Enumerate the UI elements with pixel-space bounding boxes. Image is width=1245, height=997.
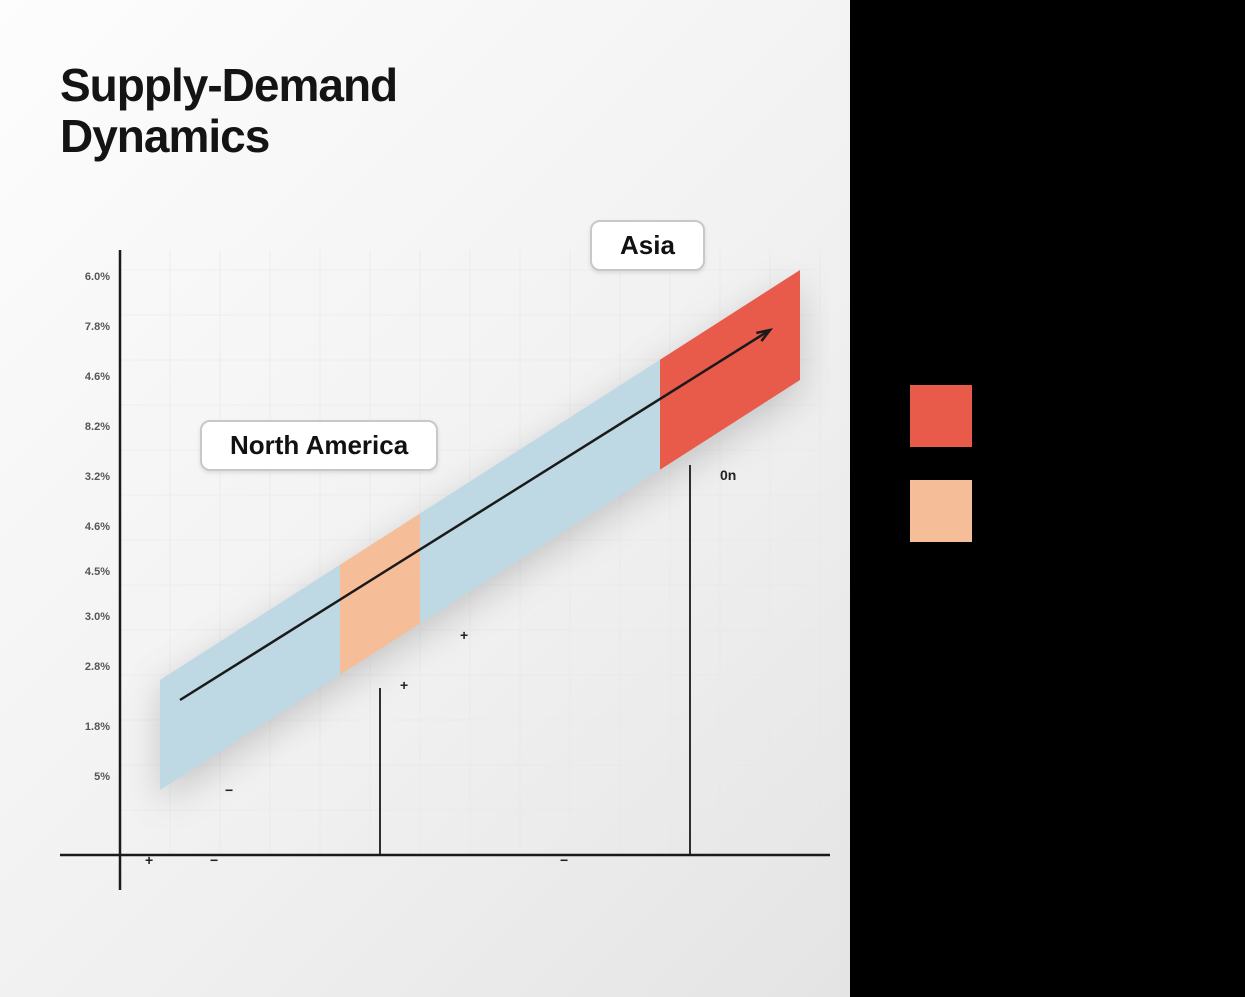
chart-area: 6.0% 7.8% 4.6% 8.2% 3.2% 4.6% 4.5% 3.0% 2.8% 1.8%… bbox=[60, 250, 830, 910]
y-tick-label: 6.0% bbox=[85, 271, 110, 283]
chart-marker: − bbox=[560, 852, 568, 868]
y-tick-labels: 6.0% 7.8% 4.6% 8.2% 3.2% 4.6% 4.5% 3.0% 2.8% 1.8%… bbox=[85, 271, 110, 783]
band-segment-base-left bbox=[160, 565, 340, 790]
band-segment-base-mid bbox=[420, 360, 660, 624]
page-title: Supply-Demand Dynamics bbox=[60, 60, 850, 161]
legend-panel bbox=[850, 0, 1245, 997]
chart-marker: + bbox=[400, 677, 408, 693]
y-tick-label: 8.2% bbox=[85, 421, 110, 433]
legend-swatch-peach bbox=[910, 480, 972, 542]
trend-band bbox=[160, 270, 800, 790]
y-tick-label: 3.2% bbox=[85, 471, 110, 483]
y-tick-label: 4.6% bbox=[85, 371, 110, 383]
title-line-2: Dynamics bbox=[60, 110, 269, 162]
chart-svg: 6.0% 7.8% 4.6% 8.2% 3.2% 4.6% 4.5% 3.0% 2.8% 1.8%… bbox=[60, 250, 830, 910]
chart-marker: − bbox=[225, 782, 233, 798]
legend-swatch-red bbox=[910, 385, 972, 447]
chart-marker: 0n bbox=[720, 467, 736, 483]
trend-arrow bbox=[180, 330, 770, 700]
chart-panel: Supply-Demand Dynamics 6.0% 7.8% 4.6% 8.2% 3… bbox=[0, 0, 850, 997]
y-tick-label: 4.6% bbox=[85, 521, 110, 533]
y-tick-label: 7.8% bbox=[85, 321, 110, 333]
band-segment-asia-accent bbox=[660, 270, 800, 470]
chart-marker: + bbox=[145, 852, 153, 868]
chart-marker: − bbox=[210, 852, 218, 868]
y-tick-label: 2.8% bbox=[85, 661, 110, 673]
title-line-1: Supply-Demand bbox=[60, 59, 397, 111]
chart-marker: + bbox=[460, 627, 468, 643]
y-tick-label: 5% bbox=[94, 771, 110, 783]
y-tick-label: 1.8% bbox=[85, 721, 110, 733]
y-tick-label: 3.0% bbox=[85, 611, 110, 623]
region-label-asia: Asia bbox=[590, 220, 705, 271]
region-label-north-america: North America bbox=[200, 420, 438, 471]
y-tick-label: 4.5% bbox=[85, 566, 110, 578]
band-segment-na-accent bbox=[340, 513, 420, 674]
